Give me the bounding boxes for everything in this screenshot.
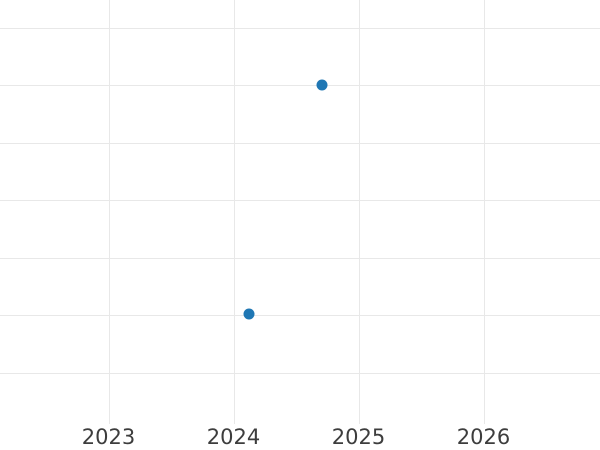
vertical-gridline <box>233 0 235 424</box>
vertical-gridline <box>358 0 360 424</box>
x-tick-label: 2025 <box>331 425 386 449</box>
x-tick-label: 2023 <box>81 425 136 449</box>
x-tick-label: 2026 <box>456 425 511 449</box>
horizontal-gridline <box>0 372 600 374</box>
horizontal-gridline <box>0 142 600 144</box>
vertical-gridline <box>108 0 110 424</box>
scatter-data-point <box>316 79 327 91</box>
x-tick-label: 2024 <box>206 425 261 449</box>
horizontal-gridline <box>0 27 600 29</box>
scatter-data-point <box>243 308 255 319</box>
horizontal-gridline <box>0 200 600 201</box>
horizontal-gridline <box>0 257 600 259</box>
horizontal-gridline <box>0 315 600 316</box>
horizontal-gridline <box>0 85 600 86</box>
vertical-gridline <box>483 0 485 424</box>
